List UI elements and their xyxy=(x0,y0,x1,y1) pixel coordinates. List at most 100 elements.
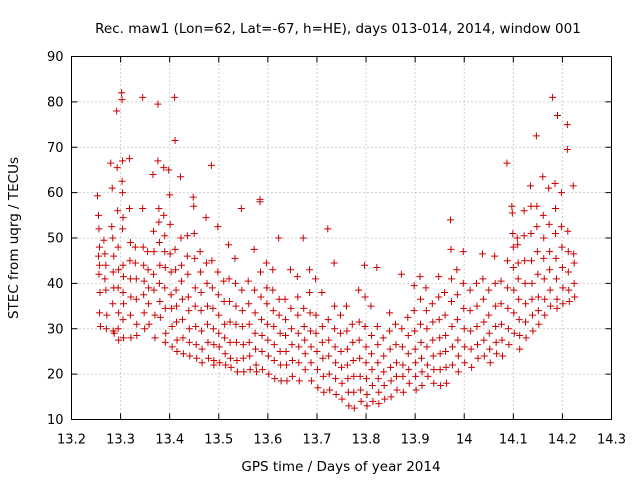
data-point xyxy=(251,329,259,337)
data-point xyxy=(436,366,444,374)
data-point xyxy=(386,345,394,353)
data-point xyxy=(349,357,357,365)
data-point xyxy=(435,316,443,324)
data-point xyxy=(120,334,128,342)
data-point xyxy=(308,377,316,385)
data-point xyxy=(102,261,110,269)
data-point xyxy=(113,107,121,115)
data-point xyxy=(313,366,321,374)
data-point xyxy=(95,243,103,251)
data-point xyxy=(151,334,159,342)
data-point xyxy=(107,159,115,167)
data-point xyxy=(312,311,320,319)
data-point xyxy=(190,202,198,210)
data-point xyxy=(287,304,295,312)
y-axis-title: STEC from uqrg / TECUs xyxy=(6,157,22,319)
data-point xyxy=(404,313,412,321)
data-point xyxy=(509,243,517,251)
data-point xyxy=(126,239,134,247)
data-point xyxy=(288,372,296,380)
data-point xyxy=(337,347,345,355)
y-tick-label: 50 xyxy=(47,232,64,247)
data-point xyxy=(95,261,103,269)
data-point xyxy=(177,277,185,285)
data-point xyxy=(367,332,375,340)
data-point xyxy=(503,159,511,167)
data-point xyxy=(324,225,332,233)
data-point xyxy=(154,100,162,108)
data-point xyxy=(168,343,176,351)
data-point xyxy=(533,248,541,256)
data-point xyxy=(480,352,488,360)
data-point xyxy=(460,304,468,312)
data-point xyxy=(392,359,400,367)
data-point xyxy=(114,284,122,292)
data-point xyxy=(540,254,548,262)
data-point xyxy=(294,293,302,301)
data-point xyxy=(392,372,400,380)
data-point xyxy=(485,311,493,319)
data-point xyxy=(119,189,127,197)
data-point xyxy=(167,268,175,276)
data-point xyxy=(510,286,518,294)
data-point xyxy=(332,391,340,399)
data-point xyxy=(509,263,517,271)
data-point xyxy=(295,377,303,385)
data-point xyxy=(417,338,425,346)
data-point xyxy=(295,359,303,367)
data-point xyxy=(178,295,186,303)
data-point xyxy=(380,381,388,389)
data-point xyxy=(521,279,529,287)
data-point xyxy=(263,284,271,292)
data-point xyxy=(545,220,553,228)
data-point xyxy=(301,350,309,358)
data-point xyxy=(429,352,437,360)
data-point xyxy=(529,327,537,335)
data-point xyxy=(118,177,126,185)
data-point xyxy=(306,309,314,317)
data-point xyxy=(287,325,295,333)
data-point xyxy=(459,279,467,287)
data-point xyxy=(108,223,116,231)
data-point xyxy=(109,300,117,308)
data-point xyxy=(320,388,328,396)
x-tick-label: 13.3 xyxy=(106,433,135,448)
data-point xyxy=(246,352,254,360)
data-point xyxy=(381,395,389,403)
data-point xyxy=(198,345,206,353)
data-point xyxy=(361,293,369,301)
data-point xyxy=(324,316,332,324)
data-point xyxy=(156,313,164,321)
data-point xyxy=(319,354,327,362)
data-point xyxy=(307,343,315,351)
data-point xyxy=(95,270,103,278)
data-point xyxy=(398,325,406,333)
data-point xyxy=(208,284,216,292)
data-point xyxy=(540,275,548,283)
data-point xyxy=(110,252,118,260)
data-point xyxy=(227,363,235,371)
data-point xyxy=(423,325,431,333)
data-point xyxy=(373,322,381,330)
data-point xyxy=(161,284,169,292)
data-point xyxy=(461,343,469,351)
data-point xyxy=(565,286,573,294)
data-point xyxy=(569,182,577,190)
data-point xyxy=(552,205,560,213)
x-tick-label: 13.2 xyxy=(57,433,86,448)
data-point xyxy=(101,250,109,258)
data-point xyxy=(349,338,357,346)
data-point xyxy=(355,286,363,294)
data-point xyxy=(430,379,438,387)
data-point xyxy=(277,377,285,385)
data-point xyxy=(558,263,566,271)
data-point xyxy=(126,311,134,319)
data-point xyxy=(459,248,467,256)
data-point xyxy=(295,343,303,351)
data-point xyxy=(553,295,561,303)
x-axis-title: GPS time / Days of year 2014 xyxy=(241,459,440,475)
data-point xyxy=(100,236,108,244)
data-point xyxy=(154,157,162,165)
data-point xyxy=(319,372,327,380)
data-point xyxy=(448,322,456,330)
